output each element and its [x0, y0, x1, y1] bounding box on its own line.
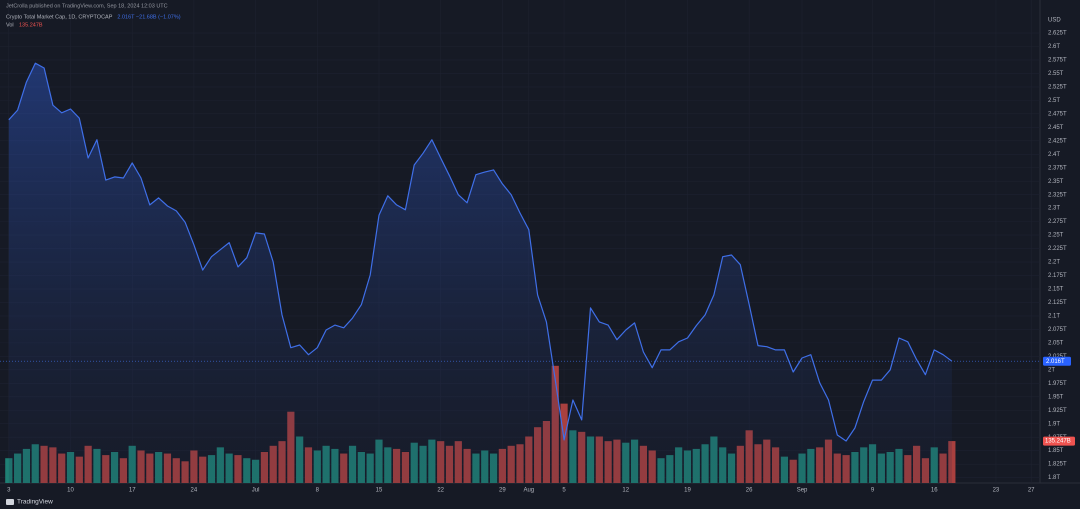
x-tick-label: 9	[871, 488, 875, 494]
y-tick-label: 2.55T	[1048, 71, 1064, 77]
x-tick-label: 10	[67, 488, 74, 494]
x-tick-label: 3	[7, 488, 11, 494]
y-tick-label: 1.825T	[1048, 462, 1067, 468]
x-tick-label: 12	[622, 488, 629, 494]
y-tick-label: 2.575T	[1048, 58, 1067, 64]
logo-icon	[6, 499, 14, 505]
x-tick-label: 8	[316, 488, 320, 494]
area-fill	[8, 63, 952, 483]
y-tick-label: 2.25T	[1048, 233, 1064, 239]
legend-volume-value: 135.247B	[19, 22, 43, 28]
volume-value-label: 135.247B	[1045, 439, 1071, 445]
y-tick-label: 2.6T	[1048, 44, 1060, 50]
x-tick-label: 17	[129, 488, 136, 494]
last-price-box	[1043, 356, 1071, 366]
x-tick-label: 16	[931, 488, 938, 494]
price-pane	[0, 62, 1040, 483]
y-tick-label: 2.475T	[1048, 111, 1067, 117]
y-tick-label: 2.325T	[1048, 192, 1067, 198]
y-tick-label: 2.3T	[1048, 206, 1060, 212]
volume-value-box	[1043, 436, 1075, 446]
legend-series-name: Crypto Total Market Cap, 1D, CRYPTOCAP	[6, 14, 113, 20]
x-tick-label: Jul	[252, 488, 260, 494]
y-tick-label: 1.925T	[1048, 408, 1067, 414]
axes: 2.625T 2.6T 2.575T 2.55T 2.525T 2.5T 2.475T 2.4…	[7, 31, 1075, 494]
y-tick-label: 1.85T	[1048, 448, 1064, 454]
y-tick-label: 2.625T	[1048, 31, 1067, 37]
y-tick-label: 2.5T	[1048, 98, 1060, 104]
y-tick-label: 2.2T	[1048, 260, 1060, 266]
footer: TradingView	[17, 499, 53, 506]
last-price-label: 2.016T	[1046, 359, 1065, 365]
y-tick-label: 2.375T	[1048, 165, 1067, 171]
x-tick-label: Sep	[797, 488, 808, 494]
y-tick-label: 1.975T	[1048, 381, 1067, 387]
y-tick-label: 1.8T	[1048, 475, 1060, 481]
y-tick-label: 2.4T	[1048, 152, 1060, 158]
currency-label: USD	[1048, 18, 1061, 24]
y-tick-label: 1.9T	[1048, 421, 1060, 427]
y-tick-label: 2.075T	[1048, 327, 1067, 333]
legend-volume-name: Vol	[6, 22, 14, 28]
x-tick-label: 15	[376, 488, 383, 494]
y-tick-label: 2.1T	[1048, 314, 1060, 320]
y-tick-label: 2.45T	[1048, 125, 1064, 131]
x-tick-label: 26	[746, 488, 753, 494]
x-tick-label: 5	[562, 488, 566, 494]
legend-values: 2.016T −21.68B (−1.07%)	[117, 14, 180, 20]
y-tick-label: 1.95T	[1048, 394, 1064, 400]
price-line	[8, 62, 953, 442]
y-tick-label: 2.425T	[1048, 138, 1067, 144]
y-tick-label: 2.15T	[1048, 287, 1064, 293]
y-tick-label: 2.175T	[1048, 273, 1067, 279]
x-tick-label: 29	[499, 488, 506, 494]
x-tick-label: 23	[993, 488, 1000, 494]
x-tick-label: 22	[437, 488, 444, 494]
x-tick-label: 24	[191, 488, 198, 494]
y-tick-label: 2.125T	[1048, 300, 1067, 306]
y-tick-label: 2.525T	[1048, 84, 1067, 90]
x-tick-label: 27	[1028, 488, 1035, 494]
x-tick-label: Aug	[523, 488, 534, 494]
y-tick-label: 2.35T	[1048, 179, 1064, 185]
header: JetCrolla published on TradingView.com, …	[6, 3, 168, 9]
footer-logo	[6, 499, 14, 505]
y-tick-label: 2T	[1048, 367, 1055, 373]
y-tick-label: 2.05T	[1048, 340, 1064, 346]
y-tick-label: 2.275T	[1048, 219, 1067, 225]
x-tick-label: 19	[684, 488, 691, 494]
y-tick-label: 2.225T	[1048, 246, 1067, 252]
